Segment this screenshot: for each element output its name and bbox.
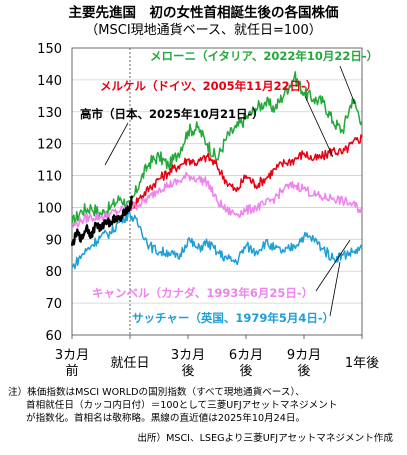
x-tick-label-part: 後 (297, 364, 310, 379)
x-tick-label-part: 6カ月 (229, 348, 263, 363)
x-tick-label-part: 後 (181, 364, 194, 379)
chart-title: 主要先進国 初の女性首相誕生後の各国株価 (68, 5, 339, 21)
annotation-leader (104, 122, 129, 166)
series-annotation-label: 高市（日本、2025年10月21日-） (80, 107, 264, 121)
series-line (129, 134, 363, 212)
annotation-leader (304, 95, 334, 158)
y-tick-label: 60 (45, 329, 62, 344)
axes: 607080901001101201301401503カ月前就任日3カ月後6カ月… (37, 42, 379, 379)
x-tick-label-part: 前 (65, 363, 78, 379)
y-tick-label: 150 (37, 42, 62, 57)
x-tick-label: 3カ月後 (171, 348, 205, 379)
y-tick-label: 80 (45, 265, 62, 280)
series-annotation-label: メルケル（ドイツ、2005年11月22日-） (100, 79, 317, 93)
series-annotation-label: キャンベル（カナダ、1993年6月25日-） (92, 286, 313, 300)
x-tick-label-part: 3カ月 (55, 348, 89, 363)
chart-area: 607080901001101201301401503カ月前就任日3カ月後6カ月… (37, 42, 379, 379)
x-tick-label-part: 後 (239, 364, 252, 379)
y-tick-label: 120 (37, 138, 62, 153)
footnote-line: 首相就任日（カッコ内日付）＝100として三菱UFJアセットマネジメント (26, 400, 338, 411)
source-note: 出所）MSCI、LSEGより三菱UFJアセットマネジメント作成 (137, 433, 393, 444)
y-tick-label: 90 (45, 233, 62, 248)
x-tick-label: 就任日 (110, 356, 149, 371)
series-annotation-label: サッチャー（英国、1979年5月4日-） (132, 311, 334, 325)
footnote: 注）株価指数はMSCI WORLDの国別指数（すべて現地通貨ベース）、 首相就任… (8, 386, 403, 425)
annotation-leader (339, 65, 356, 105)
series-line (71, 171, 363, 229)
annotation-leader (315, 239, 351, 292)
x-tick-label-part: 9カ月 (287, 348, 321, 363)
annotation-leader (329, 261, 341, 317)
y-tick-label: 130 (37, 106, 62, 121)
series-line (70, 195, 133, 246)
y-tick-label: 140 (37, 74, 62, 89)
x-tick-label: 1年後 (345, 356, 379, 371)
x-tick-label: 3カ月前 (55, 348, 89, 379)
chart-subtitle: （MSCI現地通貨ベース、就任日=100） (85, 23, 322, 38)
x-tick-label-part: 3カ月 (171, 348, 205, 363)
series-annotation-label: メローニ（イタリア、2022年10月22日-） (150, 49, 378, 63)
footnote-line: 注）株価指数はMSCI WORLDの国別指数（すべて現地通貨ベース）、 (8, 387, 305, 398)
x-tick-label: 9カ月後 (287, 348, 321, 379)
y-tick-label: 70 (45, 297, 62, 312)
annotations: メローニ（イタリア、2022年10月22日-） メルケル（ドイツ、2005年11月… (80, 49, 378, 325)
x-tick-label: 6カ月後 (229, 348, 263, 379)
y-tick-label: 100 (37, 201, 62, 216)
series-line (71, 71, 363, 227)
series-lines (70, 71, 363, 270)
y-tick-label: 110 (37, 170, 62, 185)
plot-frame (71, 47, 363, 336)
footnote-line: が指数化。首相名は敬称略。黒線の直近値は2025年10月24日。 (26, 413, 306, 424)
